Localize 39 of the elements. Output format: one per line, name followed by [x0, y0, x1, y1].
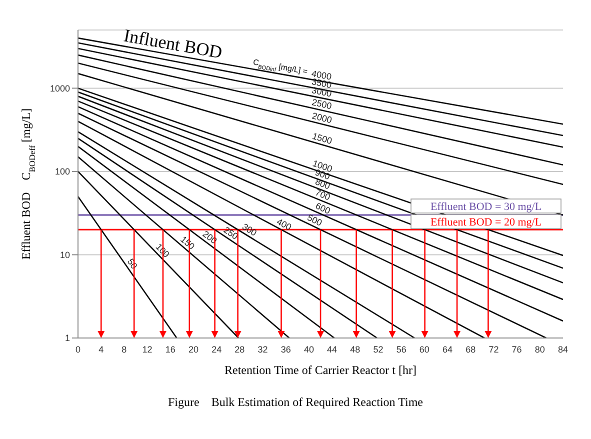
annotation: Influent BOD: [122, 25, 224, 62]
ref-line-label: Effluent BOD = 30 mg/L: [430, 201, 542, 214]
annotation: C$_{BODinf}$ [mg/L] =: [252, 58, 309, 76]
text: 250: [222, 224, 240, 242]
x-tick-label: 64: [442, 344, 453, 354]
ref-line-label: Effluent BOD = 20 mg/L: [430, 216, 542, 229]
y-tick-label: 1: [64, 333, 70, 344]
x-tick-label: 56: [396, 344, 406, 354]
x-tick-label: 40: [304, 344, 314, 354]
x-tick-label: 24: [212, 344, 222, 354]
x-tick-label: 8: [122, 344, 127, 354]
x-tick-label: 4: [98, 344, 104, 354]
x-tick-label: 0: [75, 344, 81, 354]
x-tick-label: 36: [280, 344, 291, 354]
y-tick-label: 10: [60, 250, 70, 260]
text: 2000: [311, 110, 333, 126]
y-tick-label: 100: [54, 166, 70, 177]
text: 200: [200, 228, 219, 246]
text: 400: [275, 216, 294, 232]
x-tick-label: 72: [488, 344, 499, 354]
x-tick-label: 52: [373, 344, 384, 354]
x-tick-label: 48: [350, 344, 360, 354]
x-axis-title: Retention Time of Carrier Reactor t [hr]: [224, 363, 416, 377]
text: 300: [240, 222, 258, 238]
x-tick-label: 68: [466, 344, 476, 354]
x-tick-label: 32: [258, 344, 268, 354]
x-tick-label: 80: [534, 344, 545, 354]
x-tick-label: 28: [234, 344, 245, 354]
y-tick-label: 1000: [50, 83, 70, 94]
x-tick-label: 84: [558, 344, 568, 354]
x-tick-label: 44: [327, 344, 338, 354]
x-tick-label: 16: [165, 344, 176, 354]
text: 2500: [310, 97, 333, 112]
text: Figure Bulk Estimation of Required Reaction Time: [167, 394, 424, 411]
x-tick-label: 76: [512, 344, 522, 354]
x-tick-label: 60: [419, 344, 430, 354]
x-tick-label: 20: [188, 344, 198, 354]
text: 1500: [311, 130, 334, 146]
x-tick-label: 12: [142, 344, 152, 354]
